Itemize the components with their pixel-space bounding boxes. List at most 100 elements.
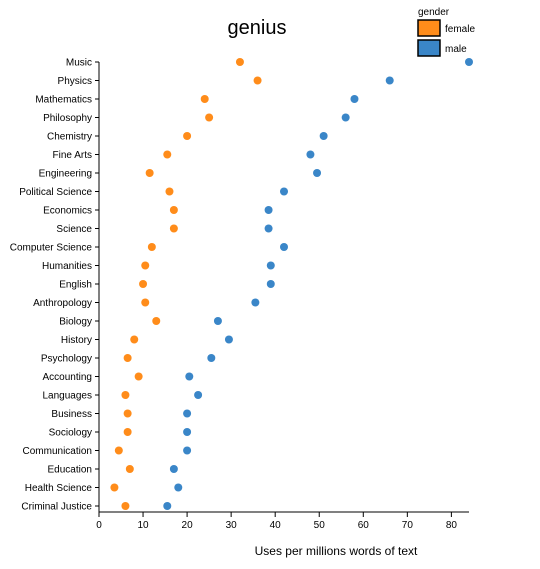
y-tick-label: Physics <box>58 76 92 87</box>
data-point-male <box>465 58 473 66</box>
data-point-female <box>145 169 154 177</box>
y-tick-label: Chemistry <box>47 132 92 143</box>
data-point-female <box>134 372 143 381</box>
x-tick-label: 50 <box>314 520 326 531</box>
data-point-male <box>313 169 322 177</box>
data-point-male <box>183 428 192 436</box>
y-tick-label: Languages <box>43 391 93 402</box>
series-female <box>110 58 262 510</box>
y-tick-label: Psychology <box>41 354 92 365</box>
data-point-male <box>185 372 194 381</box>
data-point-female <box>141 261 150 270</box>
y-tick-label: Fine Arts <box>53 150 92 161</box>
legend-item-female[interactable]: female <box>417 19 475 37</box>
data-point-male <box>174 483 183 492</box>
legend-label: female <box>445 24 475 35</box>
legend-label: male <box>445 44 467 55</box>
data-point-female <box>235 58 244 66</box>
legend-swatch <box>417 39 441 57</box>
x-tick-label: 70 <box>402 520 414 531</box>
y-tick-label: Mathematics <box>35 95 92 106</box>
data-point-female <box>130 335 139 344</box>
data-points <box>110 58 473 510</box>
data-point-female <box>121 391 130 399</box>
data-point-female <box>141 298 150 307</box>
x-tick-label: 80 <box>446 520 458 531</box>
y-tick-label: English <box>59 280 92 291</box>
legend-swatch <box>417 19 441 37</box>
x-tick-label: 10 <box>137 520 149 531</box>
data-point-male <box>264 206 273 214</box>
x-axis-label: Uses per millions words of text <box>255 544 418 558</box>
x-tick-label: 0 <box>96 520 102 531</box>
y-tick-label: Biology <box>59 317 92 328</box>
data-point-female <box>169 206 178 214</box>
y-tick-label: Sociology <box>49 428 92 439</box>
y-tick-label: Education <box>48 465 92 476</box>
data-point-male <box>183 409 192 418</box>
series-male <box>163 58 473 510</box>
data-point-male <box>251 298 260 307</box>
x-tick-label: 20 <box>182 520 194 531</box>
y-tick-label: Economics <box>43 206 92 217</box>
data-point-female <box>123 354 132 362</box>
data-point-female <box>152 317 161 325</box>
x-axis: 0 10 20 30 40 50 60 70 80 <box>96 511 469 531</box>
data-point-male <box>341 113 350 122</box>
data-point-female <box>165 187 174 196</box>
data-point-male <box>319 132 328 140</box>
data-point-female <box>123 428 132 436</box>
data-point-female <box>114 446 123 455</box>
y-tick-label: Health Science <box>25 483 93 494</box>
y-tick-label: Business <box>51 409 92 420</box>
data-point-male <box>266 261 275 270</box>
data-point-female <box>121 502 130 510</box>
data-point-male <box>266 280 275 288</box>
data-point-female <box>183 132 192 140</box>
y-tick-label: Criminal Justice <box>21 502 92 513</box>
data-point-female <box>163 150 172 159</box>
data-point-male <box>350 95 359 103</box>
legend[interactable]: gender female male <box>417 7 475 57</box>
y-tick-label: Computer Science <box>10 243 93 254</box>
chart-title: genius <box>228 17 287 39</box>
y-tick-label: Music <box>66 58 92 69</box>
data-point-male <box>306 150 315 159</box>
y-tick-label: Communication <box>23 446 92 457</box>
data-point-male <box>183 446 192 455</box>
y-tick-label: History <box>61 335 92 346</box>
data-point-female <box>110 483 119 492</box>
data-point-male <box>213 317 222 325</box>
y-tick-label: Humanities <box>42 261 92 272</box>
data-point-female <box>169 224 178 233</box>
y-tick-label: Accounting <box>43 372 92 383</box>
y-tick-label: Science <box>56 224 92 235</box>
data-point-female <box>123 409 132 418</box>
y-tick-label: Engineering <box>39 169 92 180</box>
x-tick-label: 60 <box>358 520 370 531</box>
data-point-female <box>125 465 134 473</box>
data-point-female <box>139 280 148 288</box>
data-point-male <box>207 354 216 362</box>
legend-title: gender <box>418 7 450 18</box>
data-point-male <box>169 465 178 473</box>
data-point-male <box>280 243 288 251</box>
data-point-male <box>264 224 273 233</box>
data-point-male <box>280 187 288 196</box>
data-point-female <box>205 113 214 122</box>
data-point-female <box>200 95 209 103</box>
data-point-male <box>194 391 203 399</box>
data-point-female <box>147 243 156 251</box>
legend-item-male[interactable]: male <box>417 39 467 57</box>
y-axis: Music Physics Mathematics Philosophy Chemist… <box>10 58 100 513</box>
y-tick-label: Anthropology <box>33 298 92 309</box>
x-tick-label: 40 <box>270 520 282 531</box>
data-point-female <box>253 76 262 85</box>
data-point-male <box>224 335 233 344</box>
data-point-male <box>163 502 172 510</box>
y-tick-label: Philosophy <box>43 113 92 124</box>
x-tick-label: 30 <box>226 520 238 531</box>
data-point-male <box>385 76 394 85</box>
y-tick-label: Political Science <box>19 187 92 198</box>
